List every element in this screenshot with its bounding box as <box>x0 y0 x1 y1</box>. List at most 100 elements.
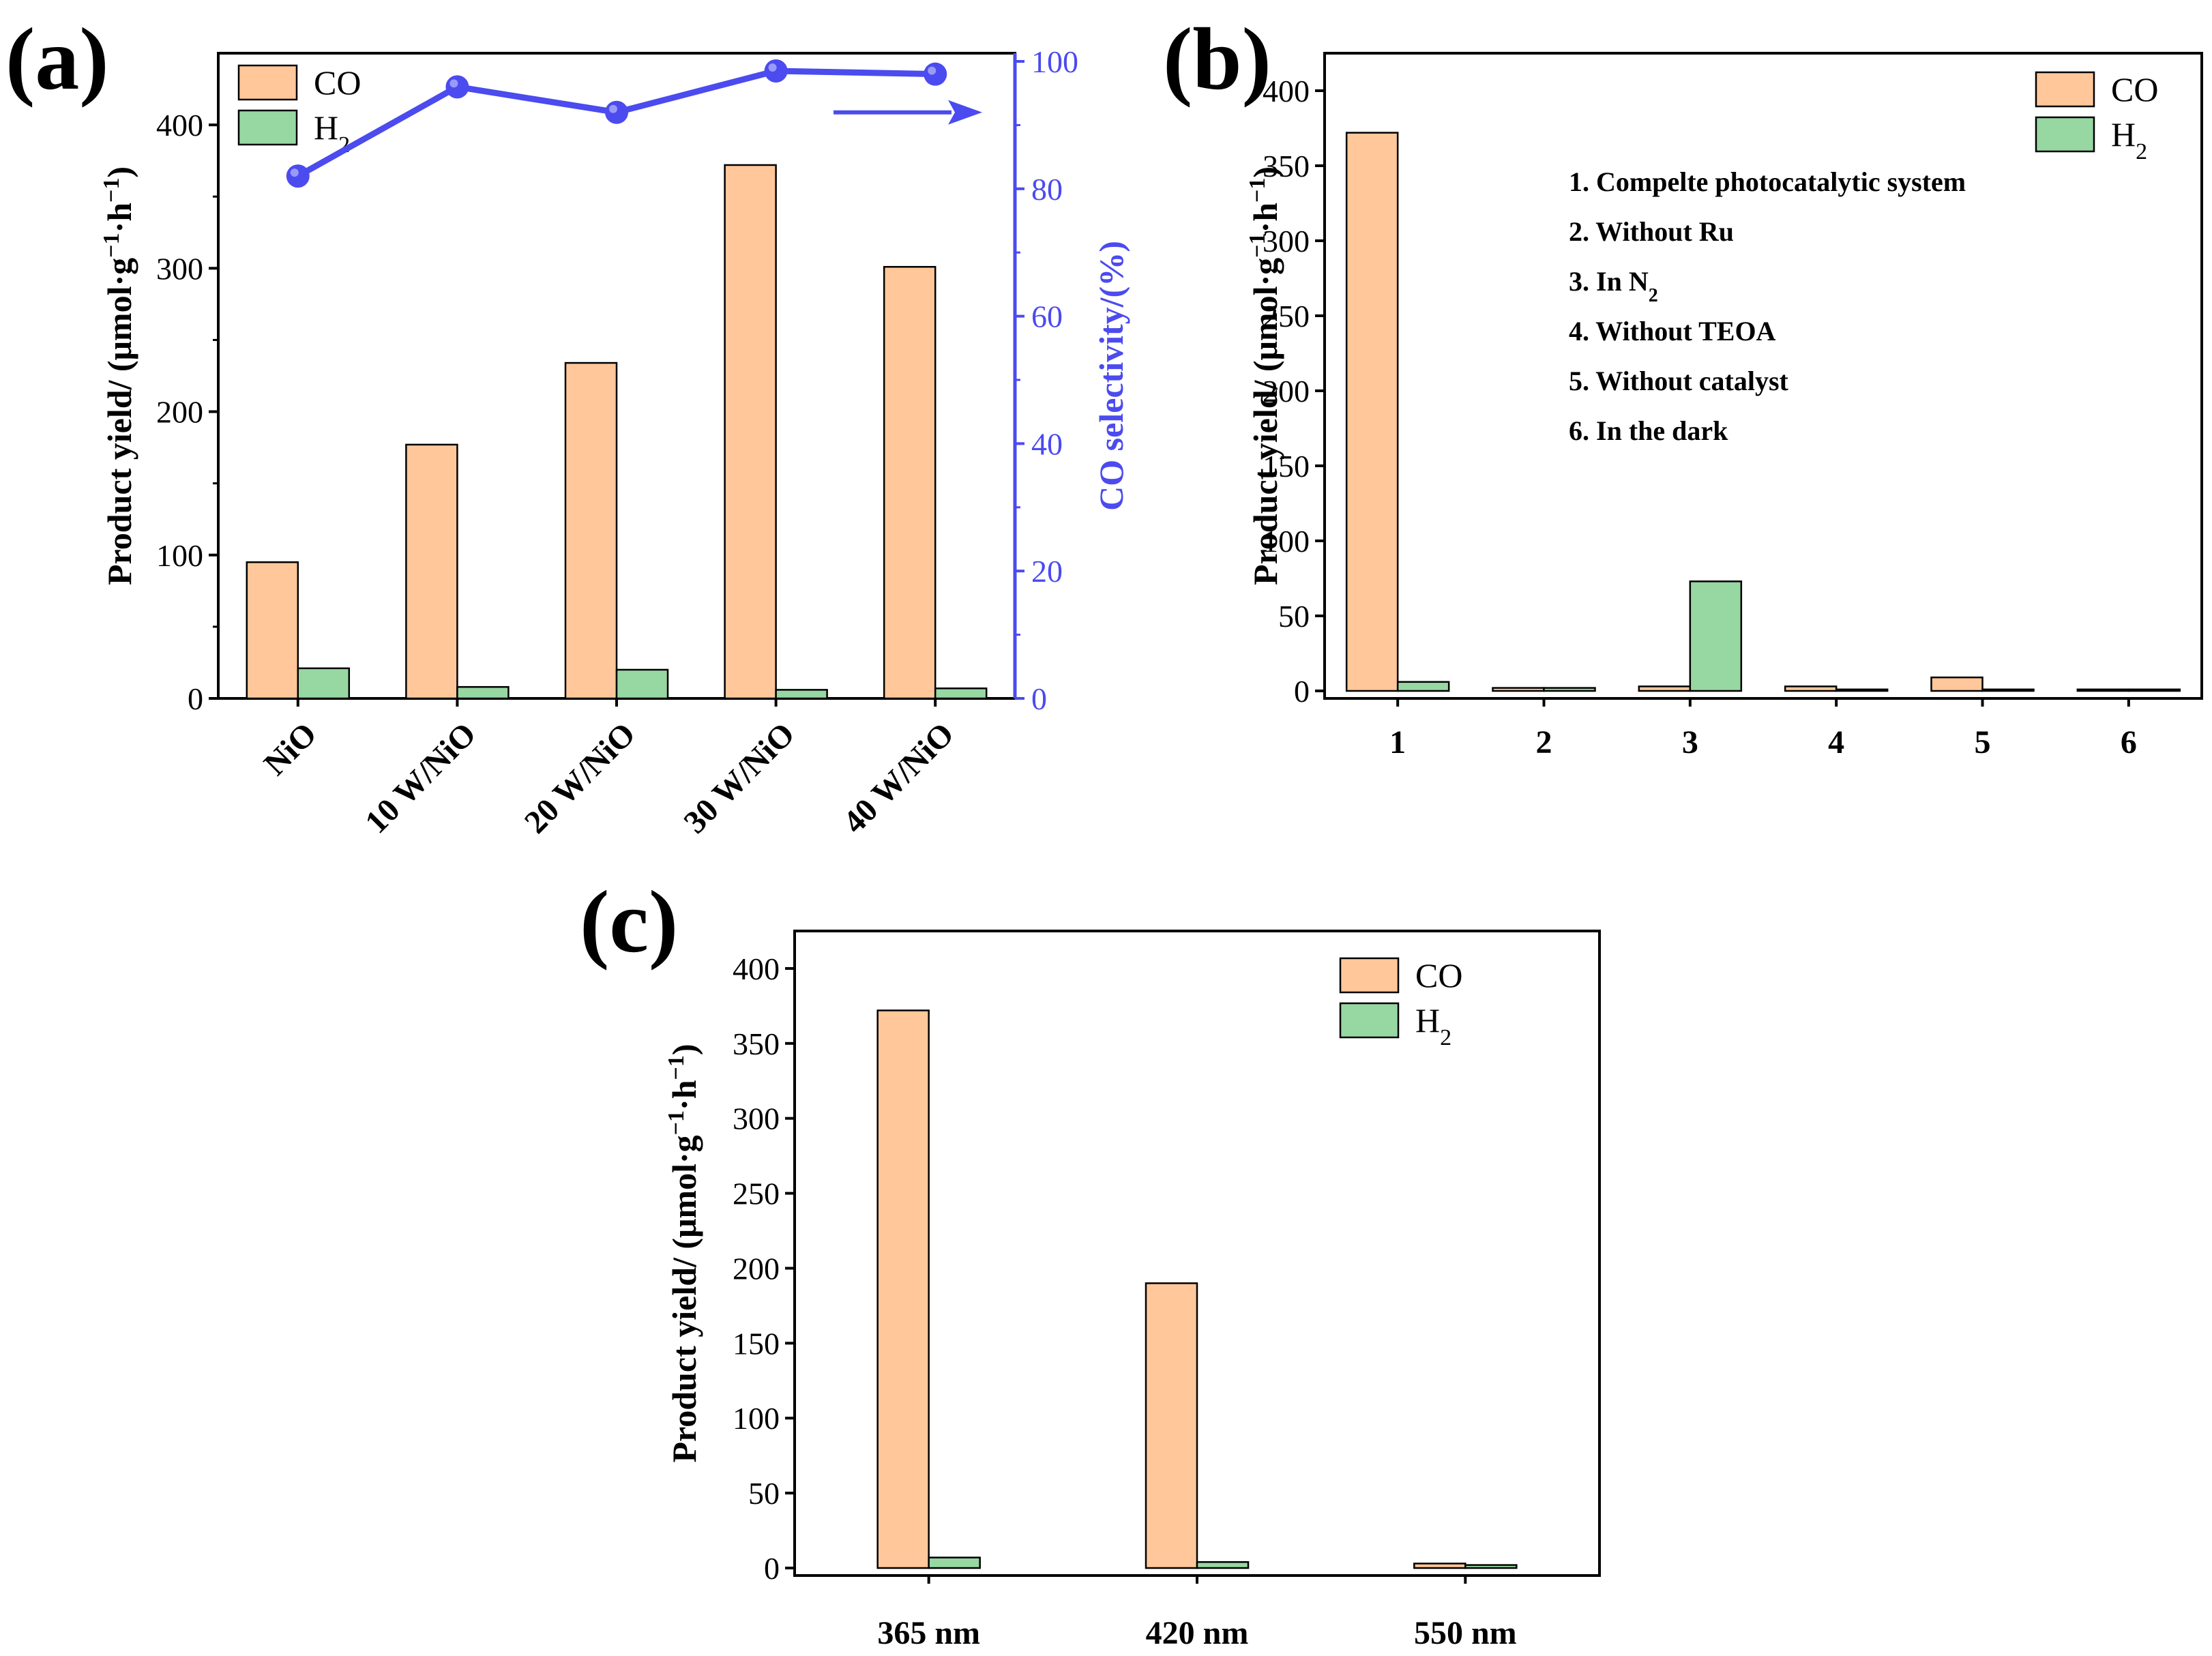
x-tick-label: 30 W/NiO <box>677 715 801 840</box>
right-y-tick-label: 0 <box>1031 681 1047 716</box>
legend-label-co: CO <box>2111 70 2158 108</box>
co-bar-1 <box>876 1009 930 1569</box>
y-tick-label: 250 <box>733 1177 780 1211</box>
h2-bar-2 <box>1543 687 1596 692</box>
y-tick-label: 100 <box>1263 524 1310 559</box>
y-axis-label: Product yield/ (μmol·g−1·h−1) <box>664 1044 704 1462</box>
co-bar-5 <box>883 265 937 700</box>
x-tick-label: 550 nm <box>1414 1615 1517 1651</box>
x-tick-label: NiO <box>257 715 324 782</box>
x-tick-label: 4 <box>1828 724 1844 760</box>
point-highlight <box>290 168 299 177</box>
co-selectivity-point-1 <box>286 164 310 188</box>
co-selectivity-point-2 <box>445 75 469 99</box>
h2-bar-3 <box>1464 1564 1518 1569</box>
y-tick-label: 150 <box>1263 449 1310 484</box>
y-tick-label: 400 <box>733 951 780 986</box>
y-tick-label: 200 <box>1263 374 1310 409</box>
point-highlight <box>449 79 458 88</box>
x-tick-label: 1 <box>1389 724 1406 760</box>
panel-label: (a) <box>5 10 109 108</box>
legend-swatch-co <box>1339 957 1400 994</box>
legend-swatch-h2 <box>2035 116 2095 153</box>
point-highlight <box>768 63 777 72</box>
co-selectivity-point-4 <box>764 59 788 83</box>
right-y-tick-label: 80 <box>1031 172 1063 207</box>
y-tick-label: 300 <box>156 251 203 286</box>
co-bar-2 <box>1492 687 1545 692</box>
y-tick-label: 200 <box>156 395 203 430</box>
x-tick-label: 420 nm <box>1146 1615 1249 1651</box>
y-tick-label: 350 <box>1263 149 1310 183</box>
y-tick-label: 300 <box>1263 224 1310 258</box>
co-bar-3 <box>1638 685 1692 692</box>
h2-bar-5 <box>1981 688 2035 692</box>
y-tick-label: 50 <box>1278 599 1310 634</box>
legend-label-h2: H2 <box>314 108 350 158</box>
right-y-tick-label: 40 <box>1031 426 1063 461</box>
annotation-6: 6. In the dark <box>1569 415 1728 446</box>
co-bar-4 <box>724 164 777 700</box>
legend-label-co: CO <box>314 63 361 102</box>
h2-bar-3 <box>1689 580 1743 692</box>
co-bar-2 <box>1145 1282 1198 1569</box>
panel-label: (c) <box>580 873 678 971</box>
y-tick-label: 400 <box>1263 74 1310 108</box>
co-bar-6 <box>2076 688 2130 692</box>
y-tick-label: 100 <box>733 1401 780 1436</box>
annotation-2: 2. Without Ru <box>1569 216 1734 247</box>
co-bar-5 <box>1930 676 1984 692</box>
panel-label: (b) <box>1163 10 1271 108</box>
annotation-1: 1. Compelte photocatalytic system <box>1569 166 1966 197</box>
x-tick-label: 3 <box>1682 724 1698 760</box>
co-bar-4 <box>1784 685 1838 692</box>
legend-swatch-co <box>2035 71 2095 108</box>
x-tick-label: 10 W/NiO <box>358 715 483 840</box>
y-axis-label: Product yield/ (μmol·g−1·h−1) <box>1245 166 1285 585</box>
y-tick-label: 150 <box>733 1326 780 1361</box>
co-bar-1 <box>1345 132 1399 692</box>
right-y-tick-label: 20 <box>1031 554 1063 589</box>
chart-panel-3: (c) 0 50 100 150 200 250 300 350 400 Product yield… <box>580 873 1601 1651</box>
legend-label-h2: H2 <box>2111 115 2147 164</box>
y-tick-label: 400 <box>156 108 203 143</box>
co-bar-3 <box>564 361 618 700</box>
y-tick-label: 0 <box>764 1551 780 1586</box>
x-tick-label: 40 W/NiO <box>836 715 961 840</box>
h2-bar-2 <box>1196 1561 1250 1569</box>
annotation-3: 3. In N2 <box>1569 266 1658 306</box>
x-tick-label: 5 <box>1975 724 1991 760</box>
right-arrow-icon <box>948 100 982 125</box>
right-y-tick-label: 60 <box>1031 299 1063 334</box>
y-tick-label: 0 <box>188 681 203 716</box>
x-tick-label: 6 <box>2121 724 2137 760</box>
co-selectivity-axis: 0 20 40 60 80 100 CO selectivity/(%) <box>286 44 1130 716</box>
legend-swatch-h2 <box>237 109 298 146</box>
annotation-5: 5. Without catalyst <box>1569 366 1789 396</box>
right-y-tick-label: 100 <box>1031 44 1078 79</box>
right-axis-label: CO selectivity/(%) <box>1092 241 1130 511</box>
legend-label-co: CO <box>1415 956 1462 994</box>
y-axis-label: Product yield/ (μmol·g−1·h−1) <box>99 166 139 585</box>
x-tick-label: 365 nm <box>877 1615 980 1651</box>
co-bar-3 <box>1413 1563 1466 1569</box>
y-tick-label: 0 <box>1294 674 1310 709</box>
y-tick-label: 50 <box>748 1476 780 1511</box>
h2-bar-6 <box>2127 688 2181 692</box>
h2-bar-1 <box>1396 681 1450 692</box>
plot-frame <box>1323 52 2203 700</box>
co-selectivity-point-3 <box>605 100 628 124</box>
y-tick-label: 200 <box>733 1251 780 1286</box>
co-bar-1 <box>246 561 299 700</box>
point-highlight <box>609 104 617 113</box>
co-selectivity-point-5 <box>924 62 947 86</box>
chart-panel-2: (b) 0 50 100 150 200 250 300 350 400 Product yield… <box>1163 10 2203 760</box>
h2-bar-2 <box>456 685 510 700</box>
h2-bar-4 <box>775 689 828 700</box>
y-tick-label: 250 <box>1263 299 1310 334</box>
annotation-4: 4. Without TEOA <box>1569 316 1776 346</box>
x-tick-label: 2 <box>1536 724 1552 760</box>
x-tick-label: 20 W/NiO <box>518 715 643 840</box>
